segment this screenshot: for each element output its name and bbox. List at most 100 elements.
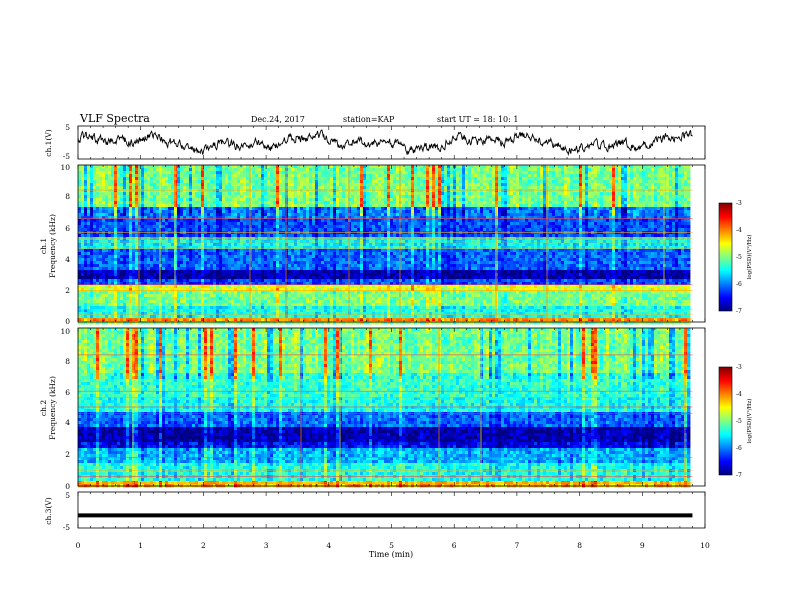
ch1-spec-cell <box>129 312 132 315</box>
ch1-spec-cell <box>138 225 141 228</box>
ch1-spec-cell <box>105 192 108 195</box>
ch1-spec-cell <box>225 300 228 303</box>
ch1-spec-cell <box>183 273 186 276</box>
ch1-spec-cell <box>111 225 114 228</box>
ch1-spec-cell <box>195 198 198 201</box>
ch1-spec-cell <box>159 300 162 303</box>
ch1-spec-cell <box>159 285 162 288</box>
ch1-spec-cell <box>183 261 186 264</box>
ch1-spec-cell <box>147 276 150 279</box>
ch1-spec-cell <box>183 267 186 270</box>
ch1-spec-cell <box>150 306 153 309</box>
ch1-spec-cell <box>201 255 204 258</box>
ch1-spec-cell <box>78 297 81 300</box>
ch1-spec-cell <box>216 300 219 303</box>
ch1-spec-cell <box>147 312 150 315</box>
ch1-spec-cell <box>225 165 228 168</box>
ch1-spec-cell <box>84 282 87 285</box>
ch1-spec-cell <box>186 267 189 270</box>
ch1-spec-cell <box>81 276 84 279</box>
ch1-spec-cell <box>174 180 177 183</box>
ch1-spec-cell <box>123 306 126 309</box>
ch1-spec-cell <box>186 180 189 183</box>
ch1-spec-cell <box>120 321 123 324</box>
ch1-spec-cell <box>117 195 120 198</box>
ch1-spec-cell <box>126 294 129 297</box>
ch1-spec-cell <box>135 261 138 264</box>
ch1-spec-cell <box>99 180 102 183</box>
ch1-spec-cell <box>78 306 81 309</box>
ch1-spec-cell <box>99 255 102 258</box>
ch1-spec-cell <box>81 258 84 261</box>
ch1-spec-cell <box>99 267 102 270</box>
ch1-spec-cell <box>84 261 87 264</box>
ch1-spec-cell <box>180 234 183 237</box>
ch1-spec-cell <box>180 270 183 273</box>
ch1-spec-cell <box>225 198 228 201</box>
ch1-spec-cell <box>108 189 111 192</box>
ch1-spec-cell <box>192 276 195 279</box>
ch1-spec-cell <box>81 207 84 210</box>
ch1-spec-cell <box>162 300 165 303</box>
ch1-spec-cell <box>195 189 198 192</box>
ch1-spec-cell <box>189 294 192 297</box>
ch1-spec-cell <box>174 249 177 252</box>
ch1-spec-cell <box>231 210 234 213</box>
ch1-spec-cell <box>228 300 231 303</box>
ch1-spec-cell <box>225 303 228 306</box>
ch1-spec-cell <box>213 258 216 261</box>
ch1-spec-cell <box>201 180 204 183</box>
ch1-spec-cell <box>156 219 159 222</box>
ch1-spec-cell <box>129 222 132 225</box>
ch1-spec-cell <box>99 291 102 294</box>
ch1-spec-cell <box>216 267 219 270</box>
ch1-spec-cell <box>144 285 147 288</box>
ch1-spec-cell <box>204 291 207 294</box>
ch1-spec-cell <box>180 297 183 300</box>
ch1-spec-cell <box>135 282 138 285</box>
ch1-spec-cell <box>183 249 186 252</box>
ch1-spec-cell <box>105 225 108 228</box>
ch1-spec-cell <box>84 315 87 318</box>
ch1-spec-cell <box>87 198 90 201</box>
ch1-spec-cell <box>78 321 81 324</box>
ch1-spec-cell <box>102 234 105 237</box>
ch1-spec-cell <box>207 264 210 267</box>
ch1-spec-cell <box>102 273 105 276</box>
ch1-spec-cell <box>189 297 192 300</box>
ch1-spec-cell <box>234 204 237 207</box>
ch1-spec-cell <box>102 255 105 258</box>
ch1-spec-cell <box>189 171 192 174</box>
ch1-spec-cell <box>165 255 168 258</box>
ch1-spec-cell <box>111 210 114 213</box>
ch1-spec-cell <box>111 267 114 270</box>
ch1-spec-cell <box>174 246 177 249</box>
ch1-spec-cell <box>153 258 156 261</box>
ch1-spec-cell <box>105 276 108 279</box>
ch1-spec-cell <box>225 186 228 189</box>
ch1-spec-cell <box>90 261 93 264</box>
ch1-spec-cell <box>228 273 231 276</box>
ch1-spec-cell <box>192 291 195 294</box>
ch1-spec-cell <box>177 183 180 186</box>
ch1-spec-cell <box>159 291 162 294</box>
ch1-spec-cell <box>78 279 81 282</box>
ch1-spec-cell <box>141 291 144 294</box>
ch1-spec-cell <box>114 174 117 177</box>
ch1-spec-cell <box>120 183 123 186</box>
ch1-spec-cell <box>195 234 198 237</box>
ch1-spec-cell <box>138 279 141 282</box>
ch1-spec-cell <box>141 321 144 324</box>
ch1-spec-cell <box>207 312 210 315</box>
ch1-spec-cell <box>162 294 165 297</box>
ch1-spec-cell <box>144 306 147 309</box>
ch1-spec-cell <box>138 270 141 273</box>
ch1-spec-cell <box>111 234 114 237</box>
ch1-spec-cell <box>156 258 159 261</box>
ch1-spec-cell <box>186 261 189 264</box>
ch1-spec-cell <box>105 222 108 225</box>
ch1-spec-cell <box>207 303 210 306</box>
ch1-spec-cell <box>111 312 114 315</box>
ch1-spec-cell <box>168 219 171 222</box>
ch1-spec-cell <box>132 171 135 174</box>
